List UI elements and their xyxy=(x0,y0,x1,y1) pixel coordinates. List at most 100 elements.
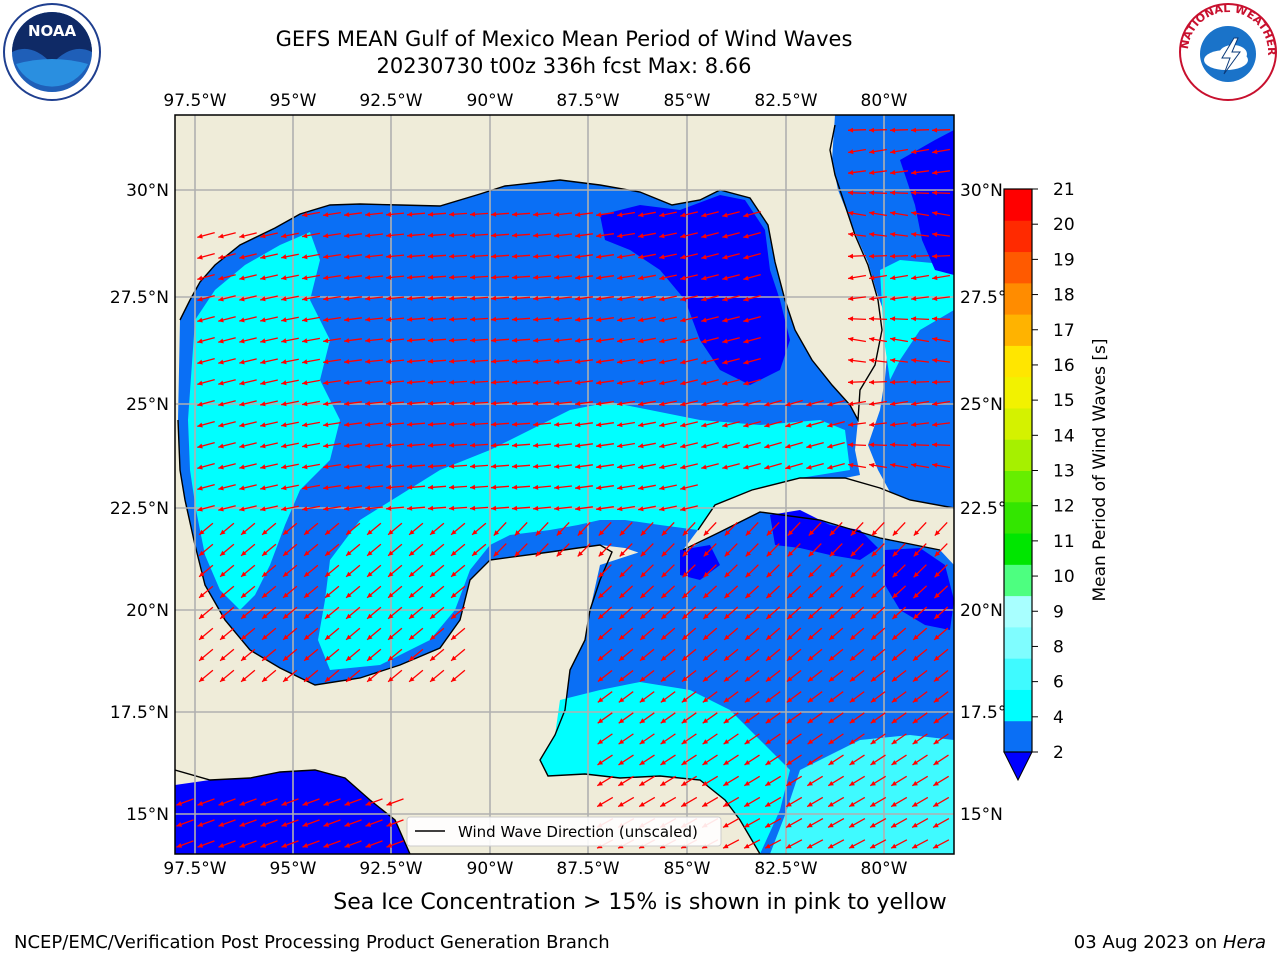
wind-arrow-head xyxy=(659,380,665,386)
wind-arrow-head xyxy=(386,421,392,427)
wind-arrow-head xyxy=(239,506,245,512)
wind-arrow-head xyxy=(744,801,750,807)
wind-arrow-head xyxy=(323,422,329,428)
wind-arrow-head xyxy=(218,380,224,386)
wind-arrow-head xyxy=(848,296,854,301)
colorbar-tick-label: 8 xyxy=(1053,637,1064,657)
wind-arrow-head xyxy=(848,127,854,133)
wind-arrow-head xyxy=(932,253,938,259)
wind-arrow-head xyxy=(785,401,791,407)
wind-arrow-head xyxy=(220,550,226,556)
wind-arrow-head xyxy=(933,781,939,786)
wind-arrow-head xyxy=(723,822,729,828)
wind-arrow-head xyxy=(344,401,350,406)
cyan-central-band xyxy=(318,402,850,670)
wind-arrow-head xyxy=(659,212,665,218)
wind-arrow-head xyxy=(449,463,455,469)
wind-arrow-head xyxy=(661,530,668,536)
wind-arrow-head xyxy=(302,317,308,323)
wind-arrow-head xyxy=(302,506,308,512)
wind-arrow-head xyxy=(176,801,183,806)
wind-arrow-head xyxy=(785,443,791,449)
wind-arrow-head xyxy=(869,336,875,342)
svg-text:NOAA: NOAA xyxy=(28,22,77,40)
wind-arrow-head xyxy=(743,254,749,260)
lon-label-top: 82.5°W xyxy=(754,91,817,111)
wind-arrow-head xyxy=(218,843,225,848)
wind-arrow-head xyxy=(260,359,266,365)
wind-arrow-head xyxy=(827,464,833,470)
wind-arrow-head xyxy=(176,843,183,848)
wind-arrow-head xyxy=(808,572,814,578)
wind-arrow-head xyxy=(786,781,792,786)
wind-arrow-head xyxy=(344,254,350,259)
wind-arrow-head xyxy=(828,697,835,703)
wind-arrow-head xyxy=(596,422,602,428)
wind-arrow-head xyxy=(639,739,646,745)
arrow-legend: Wind Wave Direction (unscaled) xyxy=(406,816,722,847)
wind-arrow-head xyxy=(638,506,644,512)
lon-labels-bottom: 97.5°W 95°W 92.5°W 90°W 87.5°W 85°W 82.5… xyxy=(163,859,907,879)
wind-arrow-head xyxy=(596,485,602,491)
wind-arrow-head xyxy=(365,233,371,238)
wind-arrow-head xyxy=(743,233,749,239)
wind-arrow-head xyxy=(512,421,518,427)
wind-arrow-head xyxy=(344,296,350,301)
wind-arrow-head xyxy=(260,506,266,512)
wind-arrow-head xyxy=(639,760,645,765)
wind-arrow-head xyxy=(365,822,372,827)
wind-arrow-head xyxy=(850,551,856,557)
wind-arrow-head xyxy=(512,316,518,322)
wind-arrow-head xyxy=(619,530,626,536)
colorbar-tick-label: 17 xyxy=(1053,321,1075,341)
wind-arrow-head xyxy=(911,422,917,427)
wind-arrow-head xyxy=(619,592,625,599)
colorbar-tick-label: 15 xyxy=(1053,391,1075,411)
wind-arrow-head xyxy=(409,550,415,556)
wind-arrow-head xyxy=(386,295,392,301)
wind-arrow-head xyxy=(723,697,730,703)
wind-arrow-head xyxy=(848,275,854,281)
wind-arrow-head xyxy=(575,443,581,448)
colorbar-segment xyxy=(1004,314,1032,346)
wind-arrow-head xyxy=(766,572,772,578)
wind-arrow-head xyxy=(472,550,478,556)
wind-arrow-head xyxy=(407,337,413,343)
wind-arrow-head xyxy=(260,822,267,827)
wind-arrow-head xyxy=(912,739,919,745)
colorbar-under-triangle xyxy=(1003,751,1033,782)
wind-arrow-head xyxy=(323,822,330,827)
wind-arrow-head xyxy=(260,843,267,848)
wind-arrow-head xyxy=(197,275,203,281)
wind-arrow-head xyxy=(197,254,203,260)
wind-arrow-head xyxy=(388,571,394,577)
wind-arrow-head xyxy=(850,634,856,640)
wind-arrow-head xyxy=(932,316,938,322)
wind-arrow-head xyxy=(344,822,351,827)
wind-arrow-head xyxy=(850,592,856,599)
wind-arrow-head xyxy=(533,421,539,427)
deepblue-atlantic xyxy=(900,130,954,275)
wind-arrow-head xyxy=(491,295,497,301)
wind-arrow-head xyxy=(575,296,581,301)
colorbar-segment xyxy=(1004,470,1032,503)
wind-arrow-head xyxy=(703,655,709,661)
wind-arrow-head xyxy=(197,317,203,323)
wind-arrow-head xyxy=(871,551,877,557)
wind-arrow-head xyxy=(640,592,646,599)
wind-arrow-head xyxy=(346,676,352,682)
wind-arrow-head xyxy=(554,506,560,511)
wind-arrow-head xyxy=(701,254,707,260)
wind-arrow-head xyxy=(556,530,563,536)
wind-arrow-head xyxy=(449,316,455,322)
wind-arrow-head xyxy=(932,358,938,363)
wind-arrow-head xyxy=(912,801,918,807)
wind-arrow-head xyxy=(617,464,623,470)
wind-arrow-head xyxy=(197,822,204,827)
wind-arrow-head xyxy=(428,421,434,427)
wind-arrow-head xyxy=(808,530,815,536)
wind-arrow-head xyxy=(743,464,749,470)
wind-arrow-head xyxy=(848,442,854,448)
lat-label-left: 20°N xyxy=(126,601,169,621)
